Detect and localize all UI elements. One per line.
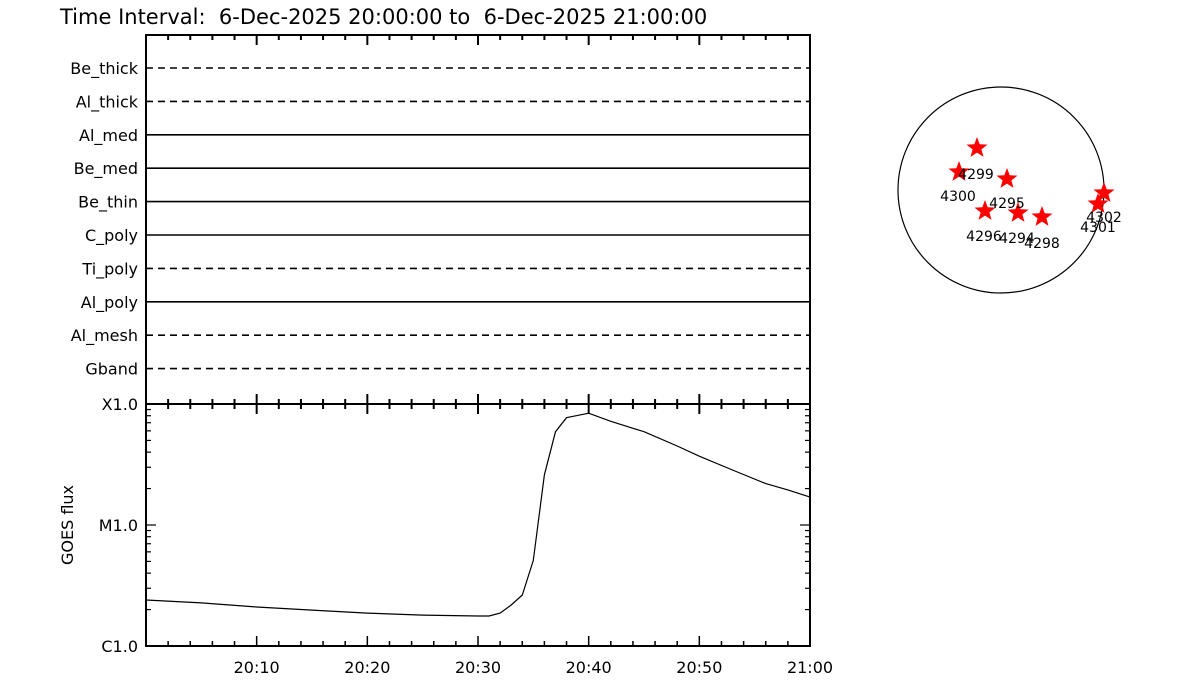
x-tick-label: 20:20 [344, 658, 390, 677]
filter-label: C_poly [85, 226, 138, 246]
y-tick-label: X1.0 [102, 395, 138, 414]
x-tick-label: 20:50 [676, 658, 722, 677]
x-tick-label: 21:00 [787, 658, 833, 677]
region-label: 4299 [958, 167, 994, 183]
x-tick-label: 20:40 [566, 658, 612, 677]
filter-label: Al_thick [76, 92, 139, 112]
region-star-marker [1031, 206, 1053, 226]
y-axis-label: GOES flux [58, 485, 77, 565]
x-tick-label: 20:30 [455, 658, 501, 677]
goes-panel: C1.0 M1.0 X1.0 20:10 20:20 20:30 20:40 20:50 21:… [58, 394, 833, 677]
filter-label: Al_mesh [71, 326, 138, 346]
filter-label: Be_med [74, 159, 138, 179]
filter-label: Ti_poly [81, 259, 138, 279]
solar-disk-limb [897, 86, 1105, 294]
region-star-marker [974, 200, 996, 220]
region-label: 4302 [1086, 210, 1122, 226]
goes-panel-frame [145, 403, 811, 647]
y-tick-label: C1.0 [101, 637, 138, 656]
goes-flux-line [145, 412, 811, 617]
region-label: 4294 [999, 231, 1035, 247]
y-tick-label: M1.0 [99, 516, 138, 535]
x-tick-label: 20:10 [234, 658, 280, 677]
filter-label: Al_poly [81, 293, 138, 313]
region-label: 4295 [989, 196, 1025, 212]
region-star-marker [1093, 182, 1115, 202]
region-star-marker [966, 137, 988, 157]
region-label: 4301 [1080, 220, 1116, 236]
region-label: 4298 [1024, 236, 1060, 252]
region-star-marker [996, 168, 1018, 188]
filter-label: Be_thin [78, 193, 138, 213]
filter-label: Al_med [79, 126, 138, 146]
region-star-marker [948, 161, 970, 181]
region-star-marker [1087, 193, 1109, 213]
region-label: 4296 [966, 229, 1002, 245]
plot-title: Time Interval: 6-Dec-2025 20:00:00 to 6-… [59, 5, 707, 29]
filter-label: Gband [85, 360, 138, 379]
region-star-marker [1007, 202, 1029, 222]
filter-panel: Be_thick Al_thick Al_med Be_med Be_thin C_pol… [70, 34, 811, 405]
region-label: 4300 [940, 189, 976, 205]
filter-label: Be_thick [70, 59, 138, 79]
filter-panel-frame [145, 34, 811, 405]
